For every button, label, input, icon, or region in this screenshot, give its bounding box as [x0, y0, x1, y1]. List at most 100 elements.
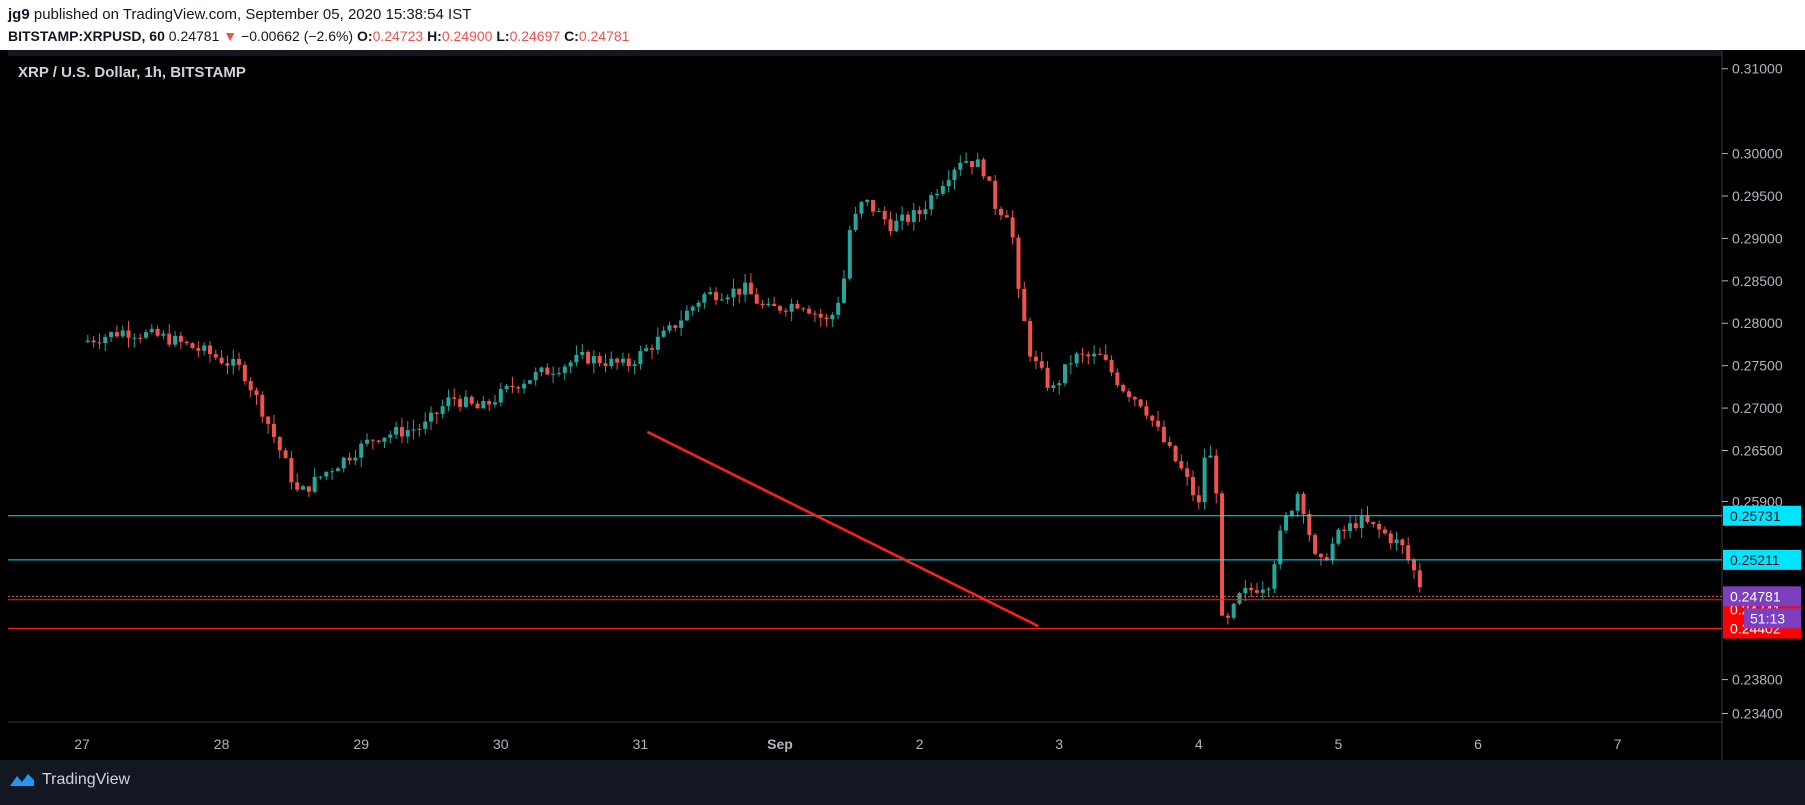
- candle-body: [958, 162, 963, 170]
- publisher-name[interactable]: jg9: [8, 6, 30, 23]
- candle-body: [969, 161, 974, 168]
- candle-body: [103, 336, 108, 344]
- candle-body: [260, 394, 265, 417]
- candle-body: [731, 288, 736, 298]
- low-label: L:: [496, 28, 510, 44]
- candle-body: [178, 335, 183, 342]
- x-tick-label: 31: [633, 736, 649, 752]
- candle-body: [644, 348, 649, 352]
- publish-info: jg9 published on TradingView.com, Septem…: [8, 6, 471, 23]
- candle-body: [1010, 217, 1015, 238]
- candle-body: [876, 210, 881, 212]
- footer: TradingView: [0, 760, 1805, 805]
- candle-body: [1313, 535, 1318, 554]
- candle-body: [905, 214, 910, 222]
- current-price-badge-label: 0.24781: [1730, 588, 1781, 604]
- candle-body: [1115, 372, 1120, 386]
- candle-body: [696, 302, 701, 307]
- candle-body: [1156, 420, 1161, 427]
- candle-body: [1394, 539, 1399, 544]
- candle-body: [1272, 564, 1277, 589]
- countdown-badge: [1744, 608, 1801, 629]
- candle-body: [132, 337, 137, 339]
- candle-body: [679, 320, 684, 328]
- candle-body: [917, 210, 922, 215]
- y-tick-label: 0.25900: [1732, 493, 1783, 509]
- candle-body: [1074, 353, 1079, 364]
- trendline[interactable]: [646, 430, 1039, 628]
- candle-body: [138, 337, 143, 339]
- candle-body: [266, 416, 271, 424]
- candle-body: [417, 428, 422, 430]
- price-chart[interactable]: XRP / U.S. Dollar, 1h, BITSTAMP 0.310000…: [0, 50, 1805, 760]
- chart-header: jg9 published on TradingView.com, Septem…: [0, 0, 1805, 50]
- candle-body: [330, 471, 335, 473]
- symbol-label[interactable]: BITSTAMP:XRPUSD, 60: [8, 28, 165, 44]
- candle-body: [1033, 356, 1038, 362]
- candle-body: [1278, 530, 1283, 565]
- high-value: 0.24900: [441, 28, 493, 44]
- change-down-icon: ▼: [223, 28, 238, 44]
- candle-body: [743, 282, 748, 295]
- candle-body: [97, 342, 102, 344]
- symbol-info: BITSTAMP:XRPUSD, 60 0.24781 ▼ −0.00662 (…: [8, 28, 629, 44]
- candle-body: [882, 210, 887, 220]
- candle-body: [1417, 570, 1422, 588]
- high-label: H:: [427, 28, 442, 44]
- price-axis[interactable]: 0.31000 0.30000 0.29500 0.29000 0.28500 0.280…: [1722, 61, 1783, 722]
- candle-body: [149, 328, 154, 333]
- candle-body: [626, 358, 631, 367]
- y-tick-label: 0.28500: [1732, 273, 1783, 289]
- candle-body: [1336, 529, 1341, 544]
- candle-body: [568, 362, 573, 367]
- x-tick-label: 2: [916, 736, 924, 752]
- candle-body: [312, 476, 317, 492]
- candle-body: [900, 214, 905, 221]
- tradingview-brand[interactable]: TradingView: [8, 771, 130, 789]
- candle-body: [207, 345, 212, 355]
- candle-body: [370, 439, 375, 441]
- candle-body: [865, 199, 870, 203]
- candle-body: [341, 457, 346, 469]
- x-tick-label: 28: [214, 736, 230, 752]
- candle-body: [766, 303, 771, 306]
- candle-body: [469, 396, 474, 404]
- candle-body: [586, 351, 591, 364]
- candle-body: [1057, 383, 1062, 386]
- candle-body: [1225, 615, 1230, 618]
- candle-body: [492, 402, 497, 405]
- candle-body: [1097, 353, 1102, 355]
- candle-body: [1214, 455, 1219, 494]
- candle-body: [1359, 515, 1364, 529]
- candle-body: [527, 380, 532, 384]
- candle-body: [562, 366, 567, 373]
- candle-body: [359, 443, 364, 458]
- candle-body: [516, 387, 521, 389]
- candle-body: [248, 381, 253, 391]
- brand-name: TradingView: [42, 771, 131, 788]
- candle-body: [993, 180, 998, 209]
- chart-title: XRP / U.S. Dollar, 1h, BITSTAMP: [18, 64, 246, 81]
- candle-body: [173, 335, 178, 345]
- candle-body: [603, 363, 608, 367]
- candle-body: [778, 306, 782, 311]
- candle-body: [289, 458, 294, 483]
- x-tick-label: 6: [1474, 736, 1482, 752]
- candle-body: [434, 412, 439, 414]
- candle-body: [1266, 588, 1271, 590]
- chart-area[interactable]: XRP / U.S. Dollar, 1h, BITSTAMP 0.31000 0…: [0, 50, 1805, 760]
- candle-body: [301, 486, 306, 490]
- candle-body: [277, 437, 282, 451]
- open-value: 0.24723: [372, 28, 424, 44]
- candle-body: [1004, 215, 1009, 218]
- time-axis[interactable]: 27 28 29 30 31 Sep 2 3 4 5 6 7: [74, 736, 1621, 752]
- candle-body: [399, 427, 404, 437]
- candle-body: [1068, 363, 1073, 365]
- candle-body: [382, 437, 387, 442]
- candle-body: [841, 278, 846, 303]
- y-tick-label: 0.23800: [1732, 672, 1783, 688]
- candle-body: [1330, 543, 1335, 561]
- candle-body: [684, 310, 689, 321]
- candle-body: [725, 297, 730, 300]
